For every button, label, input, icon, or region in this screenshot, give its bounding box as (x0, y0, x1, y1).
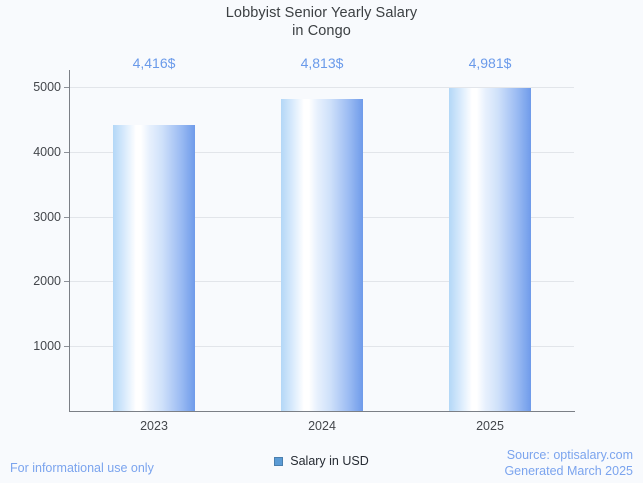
legend-swatch-icon (274, 456, 284, 466)
y-axis-tick (64, 87, 69, 89)
gridline (70, 87, 574, 89)
source-line: Source: optisalary.com (506, 448, 633, 462)
chart-title: Lobbyist Senior Yearly Salary in Congo (0, 4, 643, 40)
y-axis-tick (64, 216, 69, 218)
y-axis-line (69, 70, 70, 412)
y-axis-tick-label: 5000 (33, 80, 61, 95)
source-attribution: Source: optisalary.com Generated March 2… (504, 447, 633, 479)
chart-legend: Salary in USD (0, 454, 643, 468)
disclaimer-text: For informational use only (10, 461, 154, 475)
bar-value-label-2025: 4,981$ (468, 55, 512, 71)
bar-value-label-2023: 4,416$ (132, 55, 176, 71)
bar-value-label-2024: 4,813$ (300, 55, 344, 71)
chart-title-line-1: Lobbyist Senior Yearly Salary (225, 5, 418, 21)
y-axis-tick-label: 3000 (33, 209, 61, 224)
legend-item-label: Salary in USD (290, 454, 369, 468)
y-axis-tick (64, 346, 69, 348)
x-axis-tick-label-2023: 2023 (140, 419, 168, 433)
generated-line: Generated March 2025 (504, 464, 633, 478)
y-axis-tick (64, 281, 69, 283)
chart-title-line-2: in Congo (292, 23, 351, 39)
bar-2023[interactable] (113, 125, 195, 411)
bar-2025[interactable] (449, 88, 531, 411)
y-axis-tick (64, 151, 69, 153)
y-axis-tick-label: 1000 (33, 339, 61, 354)
x-axis-tick-label-2024: 2024 (308, 419, 336, 433)
x-axis-tick-label-2025: 2025 (476, 419, 504, 433)
x-axis-line (69, 411, 575, 412)
y-axis-tick-label: 4000 (33, 144, 61, 159)
bar-2024[interactable] (281, 99, 363, 411)
y-axis-tick-label: 2000 (33, 274, 61, 289)
